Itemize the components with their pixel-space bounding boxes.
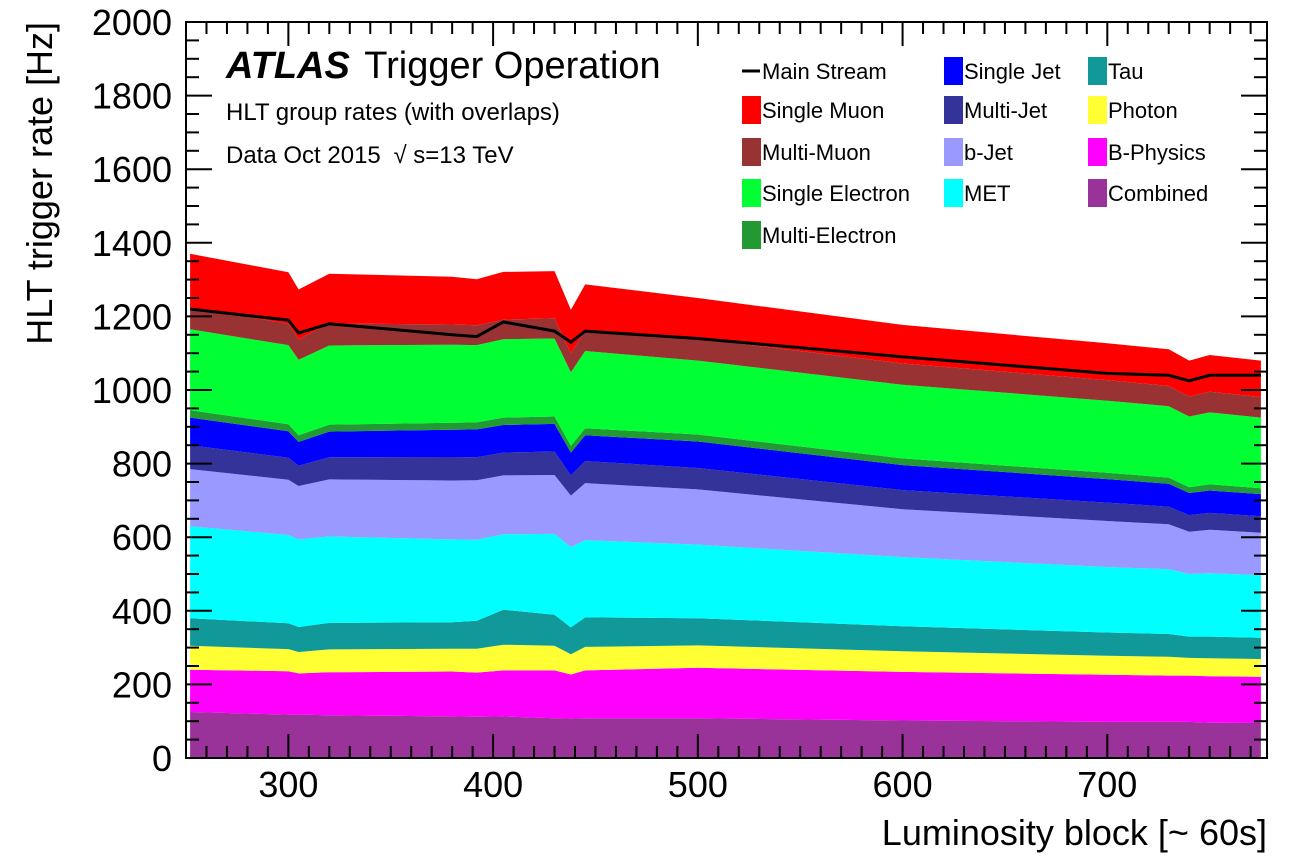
annotation-line3-energy: s=13 TeV xyxy=(413,142,513,169)
legend-label-multi-electron: Multi-Electron xyxy=(762,223,896,248)
area-b-jet xyxy=(190,469,1261,576)
axis-ticks xyxy=(186,21,1267,759)
y-tick-label: 1600 xyxy=(92,149,172,190)
atlas-label: ATLAS xyxy=(225,45,350,87)
y-tick-label: 400 xyxy=(112,591,172,632)
legend-swatch-b-jet xyxy=(944,138,963,166)
legend-label-multi-jet: Multi-Jet xyxy=(964,98,1047,123)
legend-swatch-met xyxy=(944,179,963,207)
legend-label-main-stream: Main Stream xyxy=(762,59,887,84)
main-stream-line-group xyxy=(189,307,1261,383)
area-met xyxy=(190,526,1261,638)
area-single-electron xyxy=(190,329,1261,489)
y-tick-label: 1800 xyxy=(92,76,172,117)
y-tick-label: 1000 xyxy=(92,370,172,411)
legend-label-single-muon: Single Muon xyxy=(762,98,884,123)
annotation-line2: HLT group rates (with overlaps) xyxy=(226,99,560,126)
legend-swatch-multi-electron xyxy=(742,221,761,249)
legend-label-met: MET xyxy=(964,181,1010,206)
y-tick-label: 0 xyxy=(152,738,172,779)
annotation-block: ATLAS Trigger Operation HLT group rates … xyxy=(225,45,661,169)
annotation-line3-date: Data Oct 2015 xyxy=(226,142,381,169)
area-tau xyxy=(190,609,1261,659)
area-combined xyxy=(190,712,1261,758)
x-tick-label: 700 xyxy=(1077,764,1137,805)
area-single-muon xyxy=(190,253,1261,397)
legend-label-single-jet: Single Jet xyxy=(964,59,1061,84)
x-tick-label: 400 xyxy=(463,764,523,805)
legend-swatch-multi-jet xyxy=(944,96,963,124)
legend-swatch-single-electron xyxy=(742,179,761,207)
y-tick-label: 200 xyxy=(112,664,172,705)
legend-label-single-electron: Single Electron xyxy=(762,181,910,206)
y-tick-label: 2000 xyxy=(92,2,172,43)
svg-text:Data Oct 2015 √ s=: Data Oct 2015 √ s=13 TeV xyxy=(226,142,514,169)
y-tick-label: 1200 xyxy=(92,296,172,337)
legend: Main Stream Single Muon Multi-Muon Single E… xyxy=(742,57,1208,249)
x-axis-title: Luminosity block [~ 60s] xyxy=(882,812,1267,853)
y-axis-title: HLT trigger rate [Hz] xyxy=(19,22,60,345)
tick-labels: 0 200 400 600 800 1000 1200 1400 1600 1800 2000 300… xyxy=(92,2,1137,805)
legend-swatch-tau xyxy=(1088,57,1107,85)
legend-swatch-single-muon xyxy=(742,96,761,124)
x-tick-label: 300 xyxy=(258,764,318,805)
legend-swatch-photon xyxy=(1088,96,1107,124)
y-tick-label: 600 xyxy=(112,517,172,558)
x-tick-label: 600 xyxy=(873,764,933,805)
legend-swatch-single-jet xyxy=(944,57,963,85)
legend-swatch-multi-muon xyxy=(742,138,761,166)
legend-swatch-combined xyxy=(1088,179,1107,207)
legend-swatch-b-physics xyxy=(1088,138,1107,166)
svg-text:ATLAS Trigger Operation: ATLAS Trigger Operation xyxy=(225,45,661,87)
sqrt-symbol: √ xyxy=(393,142,407,169)
legend-label-tau: Tau xyxy=(1108,59,1143,84)
area-b-physics xyxy=(190,667,1261,723)
main-stream-line xyxy=(189,307,1261,383)
area-single-jet xyxy=(190,417,1261,517)
area-multi-jet xyxy=(190,445,1261,533)
legend-label-combined: Combined xyxy=(1108,181,1208,206)
y-tick-label: 800 xyxy=(112,444,172,485)
x-tick-label: 500 xyxy=(668,764,728,805)
y-tick-label: 1400 xyxy=(92,223,172,264)
legend-label-multi-muon: Multi-Muon xyxy=(762,140,871,165)
area-photon xyxy=(190,644,1261,677)
legend-label-photon: Photon xyxy=(1108,98,1178,123)
stacked-areas xyxy=(190,253,1261,758)
legend-label-b-jet: b-Jet xyxy=(964,140,1013,165)
atlas-subtitle: Trigger Operation xyxy=(364,45,660,87)
legend-label-b-physics: B-Physics xyxy=(1108,140,1206,165)
